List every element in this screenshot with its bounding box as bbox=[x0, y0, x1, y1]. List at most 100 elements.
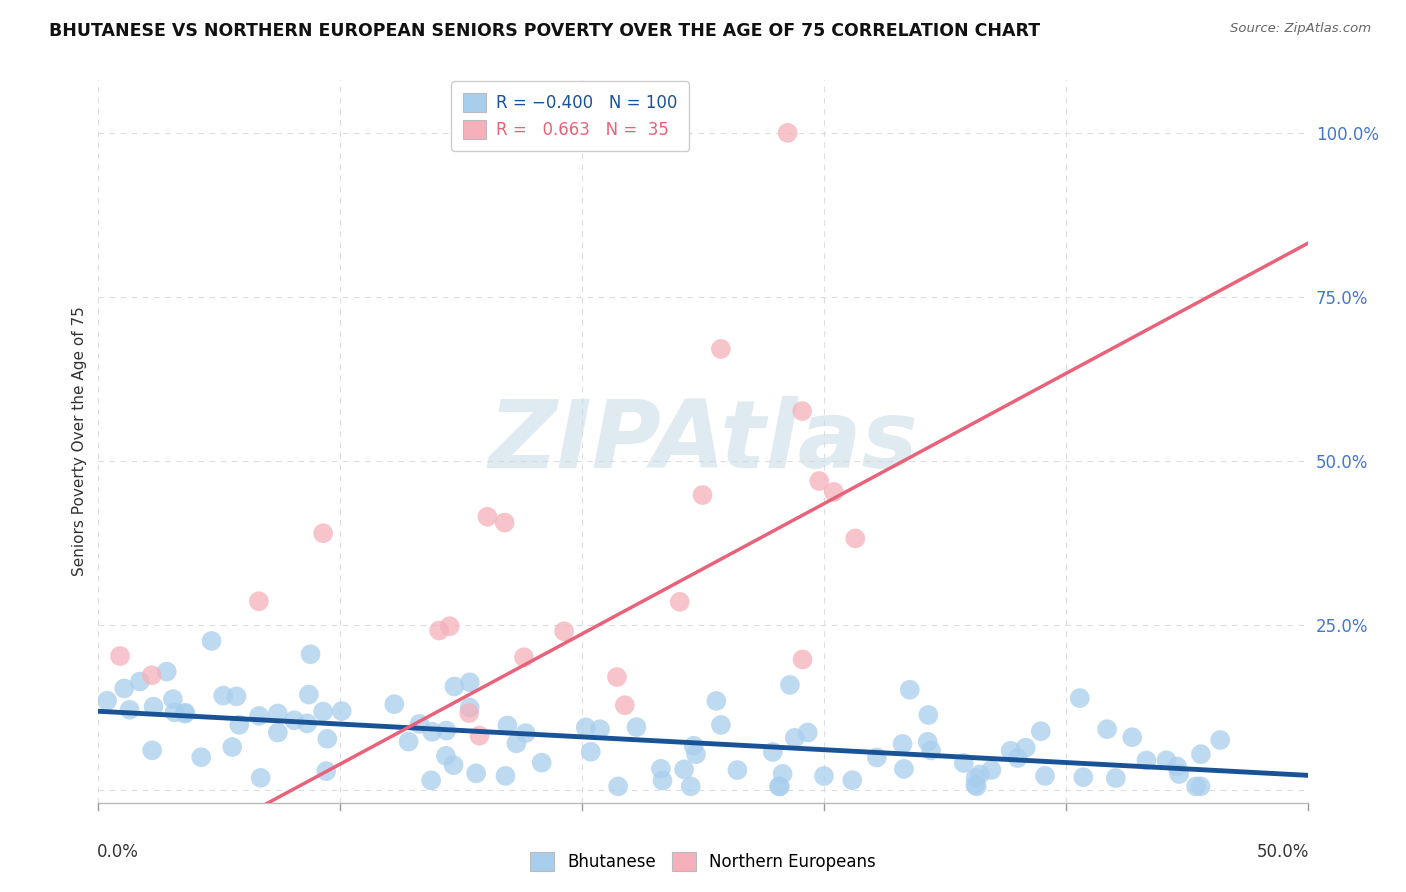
Point bbox=[1166, 759, 1188, 773]
Point bbox=[792, 404, 814, 418]
Point bbox=[917, 735, 939, 749]
Point bbox=[384, 810, 406, 824]
Point bbox=[247, 709, 270, 723]
Point bbox=[96, 694, 118, 708]
Point bbox=[330, 704, 353, 718]
Point bbox=[458, 706, 481, 720]
Point bbox=[980, 763, 1002, 777]
Text: ZIPAtlas: ZIPAtlas bbox=[488, 395, 918, 488]
Point bbox=[668, 595, 690, 609]
Point bbox=[792, 652, 814, 666]
Point bbox=[247, 594, 270, 608]
Point bbox=[1168, 767, 1191, 781]
Point bbox=[141, 743, 163, 757]
Point bbox=[295, 716, 318, 731]
Point bbox=[866, 750, 889, 764]
Point bbox=[398, 734, 420, 748]
Point bbox=[312, 526, 335, 541]
Point bbox=[434, 748, 457, 763]
Point bbox=[228, 718, 250, 732]
Point bbox=[613, 698, 636, 713]
Point bbox=[1189, 747, 1212, 761]
Point bbox=[312, 705, 335, 719]
Point bbox=[1029, 724, 1052, 739]
Point bbox=[174, 706, 197, 720]
Point bbox=[450, 806, 472, 821]
Point bbox=[108, 648, 131, 663]
Point bbox=[141, 668, 163, 682]
Legend: Bhutanese, Northern Europeans: Bhutanese, Northern Europeans bbox=[522, 843, 884, 880]
Point bbox=[553, 624, 575, 639]
Point bbox=[298, 688, 321, 702]
Point bbox=[496, 718, 519, 732]
Point bbox=[515, 726, 537, 740]
Point bbox=[458, 700, 481, 714]
Point bbox=[1189, 780, 1212, 794]
Point bbox=[626, 720, 648, 734]
Point bbox=[969, 767, 991, 781]
Point bbox=[1095, 722, 1118, 736]
Point bbox=[783, 731, 806, 745]
Point bbox=[1105, 771, 1128, 785]
Point bbox=[679, 780, 702, 794]
Point bbox=[589, 723, 612, 737]
Point bbox=[297, 883, 319, 892]
Point bbox=[965, 778, 987, 792]
Point bbox=[779, 678, 801, 692]
Point bbox=[221, 739, 243, 754]
Point bbox=[408, 717, 430, 731]
Point bbox=[844, 532, 866, 546]
Point bbox=[966, 780, 988, 794]
Point bbox=[673, 763, 696, 777]
Point bbox=[201, 634, 224, 648]
Point bbox=[841, 773, 863, 788]
Point bbox=[142, 699, 165, 714]
Point bbox=[1156, 753, 1178, 767]
Point bbox=[420, 724, 443, 739]
Point bbox=[505, 736, 527, 750]
Point bbox=[725, 763, 748, 777]
Point bbox=[299, 647, 322, 661]
Point bbox=[112, 681, 135, 696]
Point bbox=[316, 731, 339, 746]
Point bbox=[920, 743, 942, 757]
Point bbox=[710, 342, 733, 356]
Point bbox=[710, 718, 733, 732]
Text: Source: ZipAtlas.com: Source: ZipAtlas.com bbox=[1230, 22, 1371, 36]
Point bbox=[692, 488, 714, 502]
Point bbox=[776, 126, 799, 140]
Point bbox=[128, 674, 150, 689]
Point bbox=[225, 690, 247, 704]
Point bbox=[813, 769, 835, 783]
Point bbox=[530, 756, 553, 770]
Point bbox=[823, 485, 845, 500]
Point bbox=[650, 762, 672, 776]
Point bbox=[267, 706, 290, 721]
Point bbox=[769, 780, 792, 794]
Point bbox=[1209, 733, 1232, 747]
Point bbox=[1185, 780, 1208, 794]
Point bbox=[651, 773, 673, 788]
Point bbox=[917, 708, 939, 723]
Point bbox=[513, 650, 536, 665]
Point bbox=[156, 665, 179, 679]
Point bbox=[706, 694, 728, 708]
Point bbox=[606, 670, 628, 684]
Point bbox=[434, 723, 457, 738]
Point bbox=[249, 771, 271, 785]
Point bbox=[465, 766, 488, 780]
Point bbox=[212, 689, 235, 703]
Point bbox=[267, 725, 290, 739]
Point bbox=[1069, 691, 1091, 706]
Point bbox=[579, 745, 602, 759]
Point bbox=[685, 747, 707, 761]
Point bbox=[427, 624, 450, 638]
Point bbox=[439, 619, 461, 633]
Point bbox=[173, 706, 195, 721]
Point bbox=[149, 810, 172, 824]
Y-axis label: Seniors Poverty Over the Age of 75: Seniors Poverty Over the Age of 75 bbox=[72, 307, 87, 576]
Point bbox=[315, 764, 337, 778]
Point bbox=[1121, 730, 1143, 744]
Point bbox=[797, 725, 820, 739]
Point bbox=[420, 773, 443, 788]
